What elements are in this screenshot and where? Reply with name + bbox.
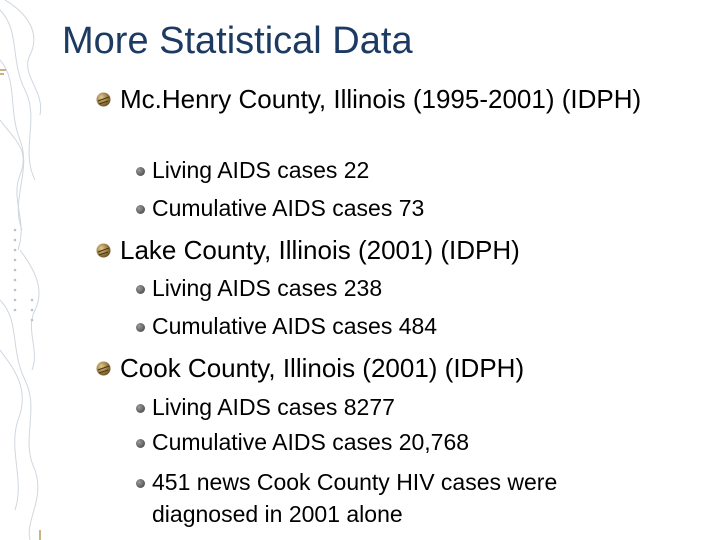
list-item: Cumulative AIDS cases 484 (136, 310, 672, 342)
bullet-level2-icon (136, 404, 145, 413)
bullet-level2-icon (136, 323, 145, 332)
section-heading-text: Lake County, Illinois (2001) (IDPH) (120, 235, 520, 265)
list-item: 451 news Cook County HIV cases were diag… (136, 466, 622, 530)
list-item-text: 451 news Cook County HIV cases were diag… (152, 469, 558, 527)
section-heading-text: Cook County, Illinois (2001) (IDPH) (120, 353, 525, 383)
list-item: Living AIDS cases 238 (136, 272, 672, 304)
list-item-text: Living AIDS cases 22 (152, 157, 370, 183)
list-item-text: Living AIDS cases 238 (152, 275, 383, 301)
bullet-level2-icon (136, 439, 145, 448)
list-item-text: Cumulative AIDS cases 73 (152, 195, 425, 221)
list-item: Living AIDS cases 8277 (136, 391, 672, 423)
section-heading-text: Mc.Henry County, Illinois (1995-2001) (I… (120, 84, 642, 114)
bullet-level2-icon (136, 205, 145, 214)
section-heading-mchenry: Mc.Henry County, Illinois (1995-2001) (I… (96, 82, 660, 117)
list-item-text: Cumulative AIDS cases 484 (152, 313, 438, 339)
list-item-text: Cumulative AIDS cases 20,768 (152, 429, 470, 455)
bullet-level2-icon (136, 479, 145, 488)
bullet-level1-icon (96, 243, 111, 258)
list-item-text: Living AIDS cases 8277 (152, 394, 395, 420)
list-item: Cumulative AIDS cases 20,768 (136, 426, 672, 458)
slide-title: More Statistical Data (62, 20, 413, 62)
bullet-level2-icon (136, 167, 145, 176)
list-item: Living AIDS cases 22 (136, 154, 672, 186)
bullet-level1-icon (96, 361, 111, 376)
bullet-level2-icon (136, 285, 145, 294)
section-heading-lake: Lake County, Illinois (2001) (IDPH) (96, 233, 660, 268)
section-heading-cook: Cook County, Illinois (2001) (IDPH) (96, 351, 660, 386)
list-item: Cumulative AIDS cases 73 (136, 192, 672, 224)
bullet-level1-icon (96, 92, 111, 107)
